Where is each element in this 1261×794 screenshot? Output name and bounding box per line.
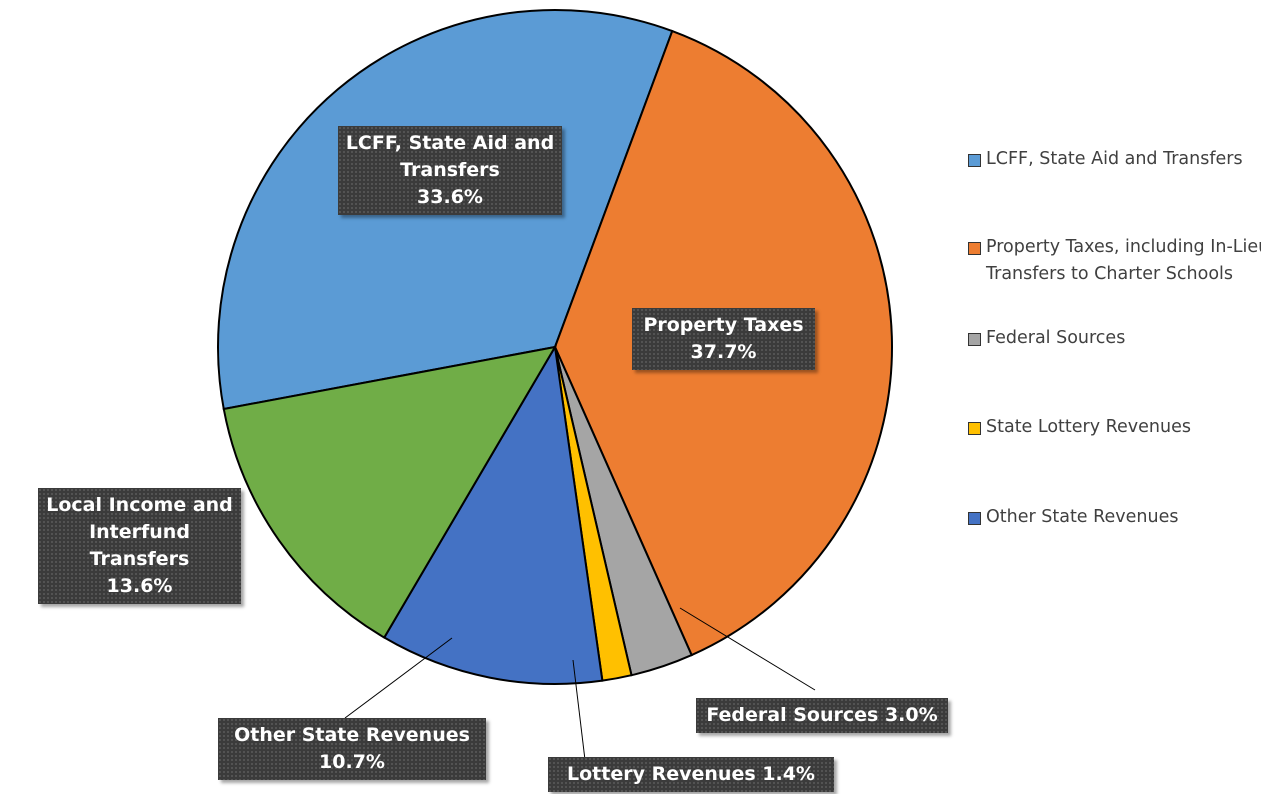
data-label: Local Income and Interfund Transfers 13.6… xyxy=(38,488,241,604)
legend-swatch xyxy=(968,242,981,255)
data-label-name: LCFF, State Aid and Transfers xyxy=(345,132,555,181)
legend-entry: Federal Sources xyxy=(968,325,1261,352)
legend-entry: Other State Revenues xyxy=(968,504,1261,531)
data-label-value: 13.6% xyxy=(106,575,173,597)
legend-label: Property Taxes, including In-Lieu Transf… xyxy=(986,237,1261,284)
data-label-value: 10.7% xyxy=(319,751,385,773)
data-label-value: 33.6% xyxy=(417,186,483,208)
data-label-value: 37.7% xyxy=(690,341,757,363)
data-label-name: Other State Revenues xyxy=(234,724,470,746)
leader-line xyxy=(344,637,453,719)
legend-swatch xyxy=(968,333,981,346)
pie-slice xyxy=(222,345,557,639)
data-label-name: Lottery Revenues xyxy=(567,763,756,785)
data-label-name: Federal Sources xyxy=(706,704,879,726)
data-label: Lottery Revenues 1.4% xyxy=(548,757,834,792)
legend-swatch xyxy=(968,154,981,167)
data-label-name: Property Taxes xyxy=(643,314,804,336)
data-label-value: 3.0% xyxy=(884,704,938,726)
legend-entry: Property Taxes, including In-Lieu Transf… xyxy=(968,234,1261,288)
legend-label: LCFF, State Aid and Transfers xyxy=(986,149,1243,169)
pie xyxy=(217,9,893,685)
legend-label: Federal Sources xyxy=(986,328,1126,348)
data-label: Other State Revenues 10.7% xyxy=(218,718,486,780)
legend-entry: LCFF, State Aid and Transfers xyxy=(968,146,1261,173)
legend-label: State Lottery Revenues xyxy=(986,417,1191,437)
leader-line xyxy=(572,659,586,761)
leader-line xyxy=(679,607,816,691)
data-label: Property Taxes 37.7% xyxy=(632,308,815,370)
pie-slice xyxy=(382,344,604,685)
data-label: Federal Sources 3.0% xyxy=(696,698,948,733)
legend-entry: State Lottery Revenues xyxy=(968,414,1261,441)
legend-swatch xyxy=(968,422,981,435)
data-label-value: 1.4% xyxy=(762,763,815,785)
data-label: LCFF, State Aid and Transfers 33.6% xyxy=(338,126,562,215)
legend-swatch xyxy=(968,512,981,525)
data-label-name: Local Income and Interfund Transfers xyxy=(46,494,233,570)
legend-label: Other State Revenues xyxy=(986,507,1179,527)
